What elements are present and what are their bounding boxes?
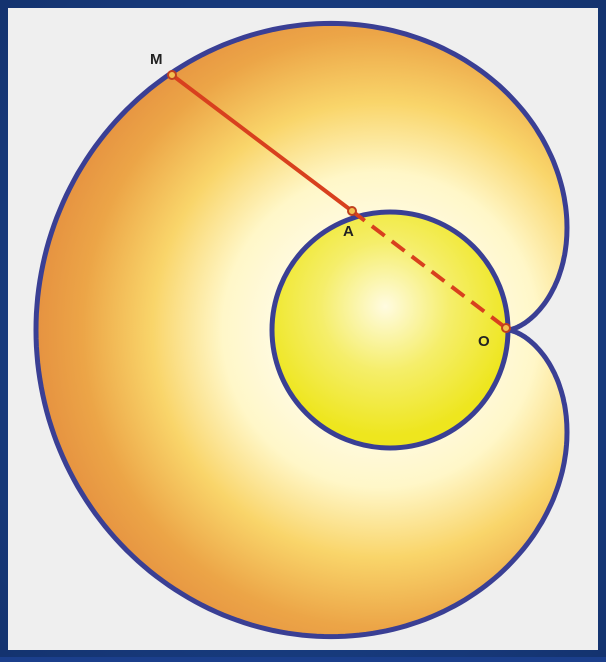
label-a: A — [343, 223, 354, 240]
segment-ma — [170, 73, 354, 213]
point-a — [347, 206, 357, 216]
point-o — [501, 323, 511, 333]
label-o: O — [478, 333, 490, 350]
label-m: M — [150, 51, 163, 68]
segment-ao — [350, 209, 508, 330]
point-m — [167, 70, 177, 80]
generating-circle — [269, 209, 511, 451]
